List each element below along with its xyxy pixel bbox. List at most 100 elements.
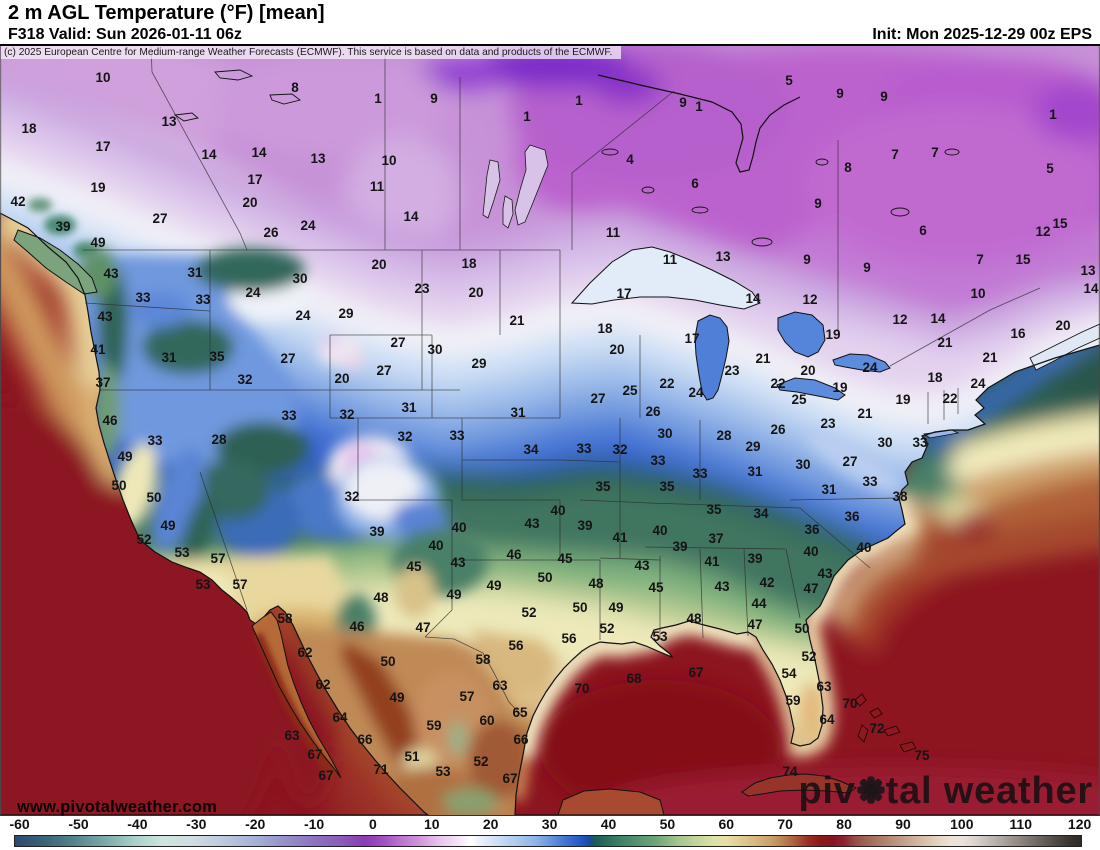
svg-text:27: 27 [280,351,295,366]
svg-text:45: 45 [648,580,664,595]
svg-text:27: 27 [390,335,405,350]
svg-text:16: 16 [1010,326,1026,341]
svg-text:38: 38 [892,489,908,504]
svg-text:70: 70 [842,696,857,711]
svg-text:21: 21 [982,350,998,365]
svg-text:19: 19 [895,392,910,407]
svg-text:24: 24 [688,385,704,400]
svg-text:30: 30 [877,435,892,450]
svg-text:36: 36 [844,509,860,524]
svg-text:24: 24 [295,308,311,323]
svg-text:75: 75 [914,748,930,763]
svg-text:56: 56 [561,631,577,646]
svg-text:50: 50 [146,490,161,505]
svg-text:31: 31 [747,464,763,479]
svg-text:11: 11 [663,252,678,267]
svg-text:18: 18 [597,321,613,336]
svg-text:47: 47 [803,581,818,596]
svg-text:25: 25 [622,383,638,398]
svg-text:24: 24 [970,376,986,391]
svg-text:66: 66 [357,732,373,747]
svg-text:37: 37 [95,375,110,390]
svg-text:47: 47 [747,617,762,632]
svg-text:20: 20 [334,371,349,386]
svg-text:8: 8 [291,80,299,95]
svg-text:41: 41 [704,554,720,569]
svg-text:43: 43 [103,266,119,281]
svg-text:33: 33 [195,292,211,307]
svg-text:13: 13 [310,151,326,166]
svg-text:40: 40 [550,503,565,518]
svg-text:33: 33 [147,433,163,448]
svg-text:52: 52 [473,754,488,769]
svg-text:40: 40 [428,538,443,553]
svg-text:57: 57 [232,577,247,592]
svg-text:39: 39 [577,518,592,533]
svg-text:27: 27 [842,454,857,469]
svg-text:14: 14 [251,145,267,160]
svg-text:24: 24 [862,360,878,375]
svg-text:37: 37 [708,531,723,546]
svg-text:18: 18 [461,256,477,271]
svg-text:34: 34 [753,506,769,521]
svg-text:40: 40 [856,540,871,555]
svg-text:53: 53 [435,764,451,779]
svg-text:54: 54 [781,666,797,681]
svg-text:17: 17 [616,286,631,301]
svg-text:49: 49 [608,600,623,615]
svg-text:33: 33 [135,290,151,305]
svg-text:27: 27 [376,363,391,378]
svg-text:52: 52 [521,605,536,620]
svg-text:47: 47 [415,620,430,635]
svg-text:41: 41 [612,530,628,545]
svg-text:50: 50 [537,570,552,585]
svg-text:1: 1 [523,109,531,124]
svg-text:46: 46 [102,413,118,428]
svg-text:9: 9 [679,95,687,110]
svg-text:60: 60 [479,713,494,728]
svg-text:7: 7 [891,147,899,162]
svg-text:14: 14 [201,147,217,162]
svg-text:48: 48 [373,590,389,605]
svg-text:32: 32 [344,489,359,504]
svg-text:32: 32 [612,442,627,457]
svg-text:21: 21 [509,313,525,328]
svg-text:32: 32 [339,407,354,422]
svg-text:1: 1 [575,93,583,108]
svg-text:49: 49 [160,518,175,533]
svg-text:39: 39 [672,539,687,554]
svg-text:30: 30 [657,426,672,441]
svg-text:63: 63 [284,728,300,743]
svg-text:11: 11 [606,225,621,240]
svg-text:26: 26 [263,225,279,240]
svg-text:58: 58 [277,611,293,626]
svg-text:33: 33 [576,441,592,456]
svg-text:12: 12 [1035,224,1050,239]
svg-text:1: 1 [1049,107,1057,122]
svg-text:33: 33 [449,428,465,443]
svg-text:19: 19 [825,327,840,342]
svg-text:20: 20 [1055,318,1070,333]
svg-text:20: 20 [609,342,624,357]
svg-text:49: 49 [446,587,461,602]
svg-text:40: 40 [803,544,818,559]
svg-text:13: 13 [715,249,731,264]
svg-text:39: 39 [369,524,384,539]
svg-text:52: 52 [136,532,151,547]
svg-text:31: 31 [510,405,526,420]
svg-text:28: 28 [211,432,227,447]
svg-text:33: 33 [281,408,297,423]
svg-text:42: 42 [759,575,774,590]
svg-text:35: 35 [595,479,611,494]
svg-text:23: 23 [820,416,836,431]
svg-text:43: 43 [634,558,650,573]
svg-text:4: 4 [626,152,634,167]
svg-text:45: 45 [557,551,573,566]
svg-text:7: 7 [931,145,939,160]
svg-text:40: 40 [451,520,466,535]
svg-text:52: 52 [801,649,816,664]
svg-text:64: 64 [332,710,348,725]
svg-text:17: 17 [95,139,110,154]
svg-text:48: 48 [686,611,702,626]
svg-text:1: 1 [374,91,382,106]
